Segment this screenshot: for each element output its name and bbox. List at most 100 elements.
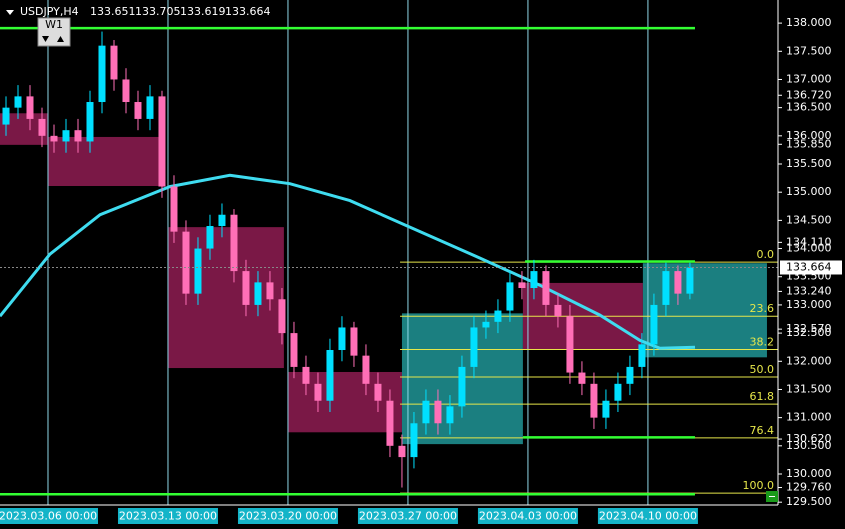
candle-body	[86, 102, 94, 142]
candle-body	[590, 383, 598, 418]
candle-body	[554, 304, 562, 317]
candle-body	[182, 231, 190, 294]
candle-body	[290, 333, 298, 367]
y-tick-label: 129.760	[786, 481, 832, 494]
candle-body	[686, 267, 694, 294]
fib-label: 61.8	[750, 390, 775, 403]
x-tick-label: 2023.04.03 00:00	[479, 510, 577, 523]
x-tick-box	[477, 508, 578, 524]
candle-body	[542, 271, 550, 305]
candle-body	[614, 383, 622, 401]
candle-body	[158, 96, 166, 187]
y-tick-label: 130.500	[786, 439, 832, 452]
y-tick-label: 132.000	[786, 354, 832, 367]
y-tick-label: 130.000	[786, 467, 832, 480]
candle-body	[458, 366, 466, 407]
candle-body	[362, 355, 370, 384]
x-tick-label: 2023.03.06 00:00	[0, 510, 97, 523]
y-tick-label: 137.000	[786, 72, 832, 85]
y-tick-label: 135.000	[786, 185, 832, 198]
candle-body	[146, 96, 154, 119]
y-tick-label: 134.110	[786, 235, 832, 248]
candle-body	[446, 406, 454, 424]
y-tick-label: 138.000	[786, 16, 832, 29]
y-tick-label: 131.500	[786, 382, 832, 395]
candle-body	[350, 327, 358, 356]
candle-body	[674, 271, 682, 294]
y-tick-label: 132.500	[786, 326, 832, 339]
candle-body	[110, 45, 118, 80]
y-tick-label: 133.240	[786, 284, 832, 297]
fib-label: 50.0	[750, 363, 775, 376]
y-tick-label: 136.000	[786, 129, 832, 142]
candle-body	[218, 214, 226, 227]
menu-arrow[interactable]	[6, 10, 14, 15]
candle-body	[254, 282, 262, 305]
candle-body	[98, 45, 106, 103]
candle-body	[50, 135, 58, 142]
candle-body	[566, 316, 574, 373]
candle-body	[398, 445, 406, 458]
x-tick-label: 2023.04.10 00:00	[599, 510, 697, 523]
candle-body	[74, 130, 82, 142]
y-tick-label: 137.500	[786, 44, 832, 57]
symbol-title: USDJPY,H4	[20, 5, 79, 18]
y-tick-label: 135.850	[786, 137, 832, 150]
x-tick-label: 2023.03.27 00:00	[359, 510, 457, 523]
x-tick-label: 2023.03.20 00:00	[239, 510, 337, 523]
candle-body	[194, 248, 202, 294]
plot-area	[0, 0, 778, 505]
candle-body	[506, 282, 514, 311]
y-tick-label: 131.000	[786, 411, 832, 424]
header-value: 133.651	[90, 5, 136, 18]
candle-body	[338, 327, 346, 351]
candle-body	[530, 271, 538, 289]
candle-body	[206, 226, 214, 249]
header-value: 133.664	[225, 5, 271, 18]
zone	[47, 136, 161, 186]
x-tick-box	[0, 508, 98, 524]
x-tick-box	[237, 508, 338, 524]
close-marker[interactable]	[766, 491, 778, 502]
candle-body	[482, 321, 490, 328]
y-tick-label: 133.000	[786, 298, 832, 311]
candle-body	[410, 423, 418, 458]
y-tick-label: 136.720	[786, 88, 832, 101]
candle-body	[602, 400, 610, 418]
header-value: 133.619	[180, 5, 226, 18]
current-price-box	[780, 260, 842, 275]
candle-body	[650, 304, 658, 345]
candle-body	[242, 271, 250, 305]
y-tick-label: 134.000	[786, 242, 832, 255]
candle-body	[578, 372, 586, 384]
candle-body	[434, 400, 442, 424]
fib-label: 100.0	[743, 479, 775, 492]
candle-body	[230, 214, 238, 272]
candle-body	[326, 350, 334, 401]
y-tick-label: 135.500	[786, 157, 832, 170]
candle-body	[134, 102, 142, 119]
candle-body	[2, 107, 10, 125]
current-price-label: 133.664	[786, 260, 832, 273]
candle-body	[470, 327, 478, 367]
candle-body	[122, 79, 130, 103]
y-tick-label: 129.500	[786, 495, 832, 508]
y-tick-label: 134.500	[786, 213, 832, 226]
candle-body	[422, 400, 430, 424]
zone	[642, 263, 767, 358]
candle-body	[278, 299, 286, 334]
candle-body	[14, 96, 22, 108]
period-button[interactable]: W1	[37, 17, 71, 47]
header-value: 133.705	[135, 5, 181, 18]
x-tick-box	[117, 508, 218, 524]
moving-average	[0, 173, 696, 350]
x-tick-box	[597, 508, 698, 524]
y-tick-label: 136.500	[786, 101, 832, 114]
candle-body	[494, 310, 502, 322]
fib-label: 23.6	[750, 302, 775, 315]
candle-body	[626, 366, 634, 384]
candle-body	[170, 186, 178, 232]
fib-label: 0.0	[757, 248, 775, 261]
candle-body	[38, 118, 46, 136]
